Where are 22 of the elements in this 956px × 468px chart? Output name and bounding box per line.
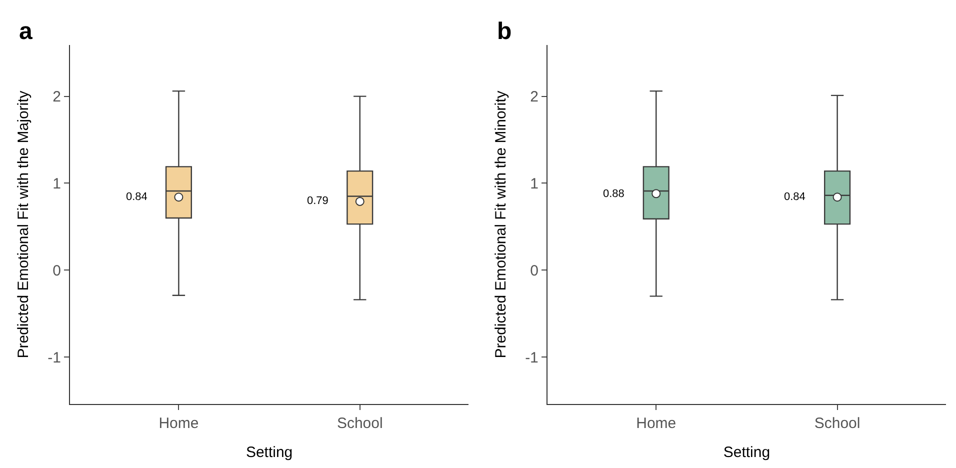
y-tick-label: 0 bbox=[52, 262, 61, 280]
chart-title: a bbox=[19, 18, 33, 45]
x-tick-label: Home bbox=[158, 415, 199, 432]
y-tick-label: -1 bbox=[525, 349, 538, 366]
x-axis-title: Setting bbox=[246, 444, 293, 461]
y-tick-label: -1 bbox=[48, 349, 61, 366]
y-tick-label: 1 bbox=[530, 175, 538, 192]
annotation: 0.84 bbox=[784, 191, 806, 203]
x-axis-title: Setting bbox=[723, 444, 770, 461]
annotation: 0.84 bbox=[126, 191, 148, 203]
x-tick-label: School bbox=[814, 415, 860, 432]
x-tick-label: School bbox=[336, 415, 383, 432]
y-axis-title: Predicted Emotional Fit with the Majority bbox=[14, 90, 32, 358]
annotation: 0.88 bbox=[603, 188, 624, 200]
y-axis-title: Predicted Emotional Fit with the Minority bbox=[492, 90, 510, 358]
chart-title: b bbox=[497, 18, 512, 45]
y-tick-label: 2 bbox=[530, 88, 538, 106]
annotation: 0.79 bbox=[307, 195, 328, 207]
y-tick-label: 1 bbox=[52, 175, 61, 192]
y-tick-label: 0 bbox=[530, 262, 538, 280]
x-tick-label: Home bbox=[636, 415, 676, 432]
y-tick-label: 2 bbox=[52, 88, 61, 106]
